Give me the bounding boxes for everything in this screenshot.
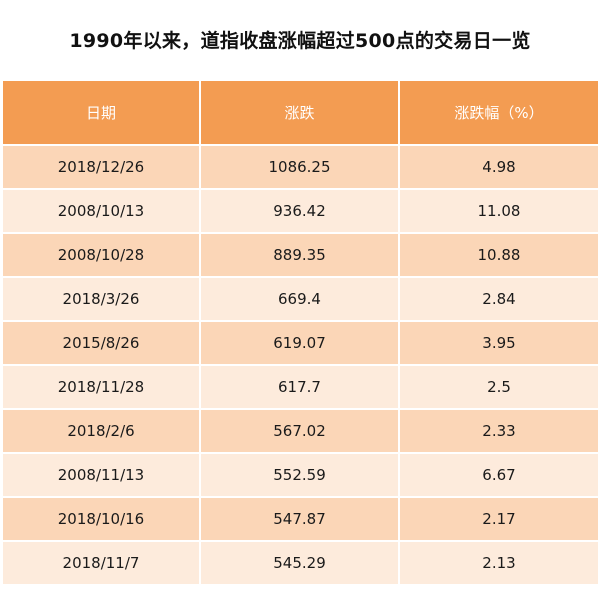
cell-change: 545.29: [199, 540, 400, 586]
cell-change-pct: 3.95: [398, 320, 600, 366]
cell-change: 1086.25: [199, 144, 400, 190]
cell-change-pct: 2.5: [398, 364, 600, 410]
cell-change-pct: 4.98: [398, 144, 600, 190]
table-row: 2018/3/26 669.4 2.84: [1, 276, 600, 322]
table-row: 2018/11/7 545.29 2.13: [1, 540, 600, 586]
table-row: 2008/10/13 936.42 11.08: [1, 188, 600, 234]
header-change-pct: 涨跌幅（%）: [398, 79, 600, 146]
cell-change: 619.07: [199, 320, 400, 366]
header-change: 涨跌: [199, 79, 400, 146]
cell-change: 552.59: [199, 452, 400, 498]
cell-date: 2018/10/16: [1, 496, 201, 542]
cell-change: 567.02: [199, 408, 400, 454]
cell-change: 889.35: [199, 232, 400, 278]
cell-date: 2018/11/7: [1, 540, 201, 586]
cell-date: 2018/2/6: [1, 408, 201, 454]
cell-date: 2018/11/28: [1, 364, 201, 410]
cell-date: 2015/8/26: [1, 320, 201, 366]
page-title: 1990年以来，道指收盘涨幅超过500点的交易日一览: [69, 30, 531, 52]
cell-change-pct: 2.13: [398, 540, 600, 586]
cell-date: 2008/11/13: [1, 452, 201, 498]
table-row: 2018/2/6 567.02 2.33: [1, 408, 600, 454]
cell-date: 2008/10/13: [1, 188, 201, 234]
data-table: 日期 涨跌 涨跌幅（%） 2018/12/26 1086.25 4.98 200…: [1, 79, 600, 586]
cell-date: 2008/10/28: [1, 232, 201, 278]
table-row: 2008/10/28 889.35 10.88: [1, 232, 600, 278]
cell-change: 547.87: [199, 496, 400, 542]
cell-change: 617.7: [199, 364, 400, 410]
cell-date: 2018/12/26: [1, 144, 201, 190]
cell-change-pct: 2.17: [398, 496, 600, 542]
table-row: 2018/11/28 617.7 2.5: [1, 364, 600, 410]
table-row: 2018/12/26 1086.25 4.98: [1, 144, 600, 190]
cell-change: 936.42: [199, 188, 400, 234]
cell-change-pct: 2.84: [398, 276, 600, 322]
table-row: 2015/8/26 619.07 3.95: [1, 320, 600, 366]
cell-change: 669.4: [199, 276, 400, 322]
header-date: 日期: [1, 79, 201, 146]
table-header-row: 日期 涨跌 涨跌幅（%）: [1, 79, 600, 146]
table-row: 2008/11/13 552.59 6.67: [1, 452, 600, 498]
cell-change-pct: 2.33: [398, 408, 600, 454]
cell-change-pct: 6.67: [398, 452, 600, 498]
cell-change-pct: 10.88: [398, 232, 600, 278]
table-row: 2018/10/16 547.87 2.17: [1, 496, 600, 542]
cell-date: 2018/3/26: [1, 276, 201, 322]
cell-change-pct: 11.08: [398, 188, 600, 234]
